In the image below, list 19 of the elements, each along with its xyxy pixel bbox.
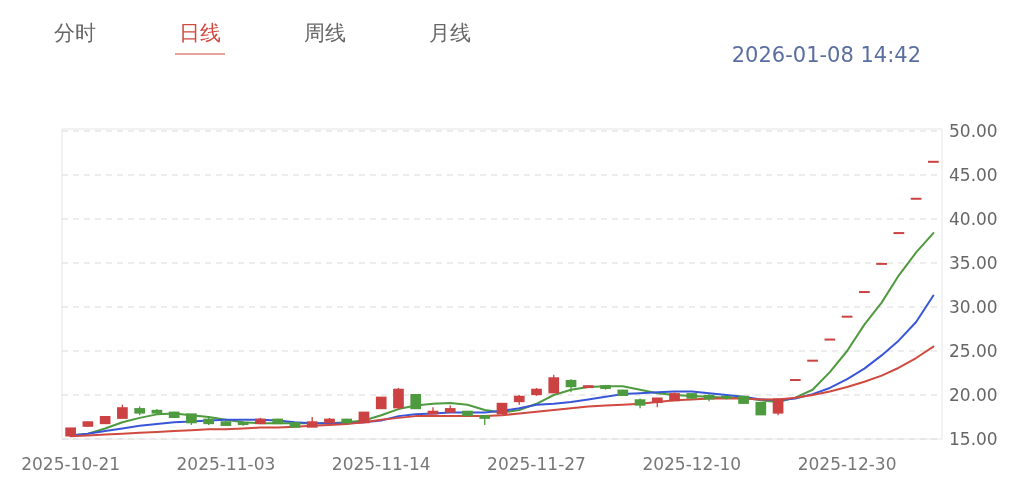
y-tick-label: 25.00 <box>949 341 998 361</box>
chart-subtitle: 2026-01-08 14:42 <box>731 43 921 67</box>
x-tick-label: 2025-11-14 <box>331 454 431 474</box>
x-tick-label: 2025-10-21 <box>21 454 121 474</box>
x-tick-label: 2025-11-27 <box>487 454 586 474</box>
text: 日线 <box>179 21 221 45</box>
x-tick-label: 2025-11-03 <box>176 454 276 474</box>
x-tick-label: 2025-12-10 <box>642 454 742 474</box>
text: 周线 <box>304 21 346 45</box>
y-tick-label: 20.00 <box>949 385 998 405</box>
text: 月线 <box>429 21 471 45</box>
x-tick-label: 2025-12-30 <box>797 454 897 474</box>
text: 分时 <box>54 21 96 45</box>
y-tick-label: 40.00 <box>949 209 998 229</box>
y-tick-label: 45.00 <box>949 165 998 185</box>
y-tick-label: 30.00 <box>949 297 998 317</box>
y-tick-label: 50.00 <box>949 121 998 141</box>
y-tick-label: 35.00 <box>949 253 998 273</box>
y-tick-label: 15.00 <box>949 429 998 449</box>
